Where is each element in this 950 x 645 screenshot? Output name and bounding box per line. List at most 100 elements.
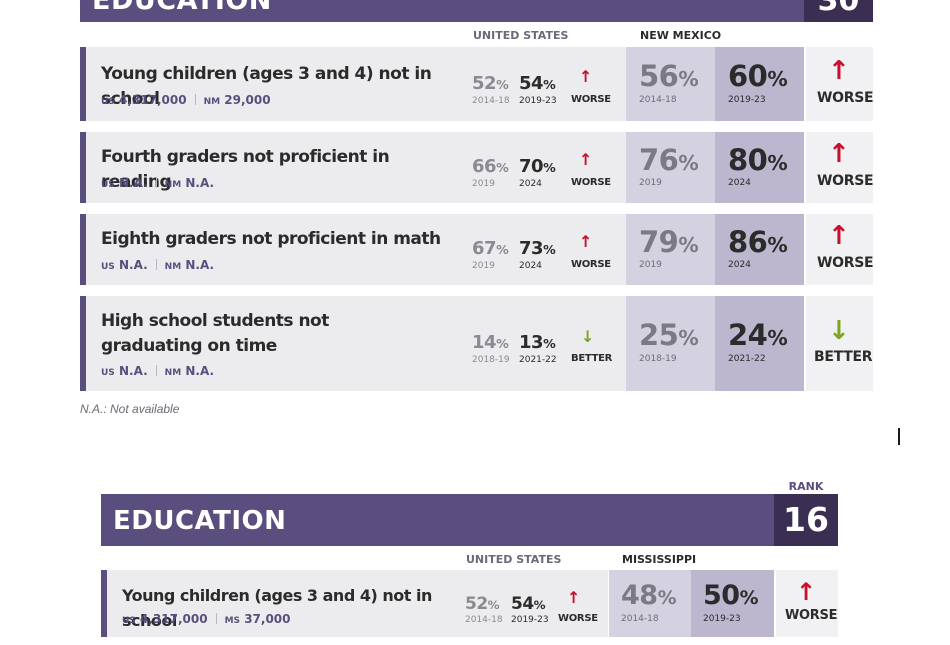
- us-trend-arrow-icon: ↑: [567, 588, 581, 607]
- indicator-counts: US 4,317,000 MS 37,000: [122, 612, 291, 626]
- state-trend-cell: ↑ WORSE: [806, 47, 874, 121]
- state-new-year: 2021-22: [728, 354, 766, 364]
- state-old-value: 79%: [639, 225, 699, 259]
- state-new-year: 2019-23: [703, 614, 741, 624]
- state-old-value: 76%: [639, 143, 699, 177]
- state-new-value: 60%: [728, 59, 788, 93]
- state-old-year: 2019: [639, 178, 662, 188]
- us-new-value: 73%: [519, 238, 556, 259]
- state-old-cell: 48% 2014-18: [609, 570, 691, 637]
- indicator-row: Fourth graders not proficient in reading…: [80, 132, 874, 203]
- state-new-value: 24%: [728, 318, 788, 352]
- us-new-year: 2019-23: [519, 96, 557, 106]
- state-trend-arrow-icon: ↓: [828, 316, 850, 346]
- state-new-cell: 60% 2019-23: [715, 47, 804, 121]
- state-trend-arrow-icon: ↑: [828, 139, 850, 169]
- us-count: N.A.: [118, 176, 148, 190]
- indicator-description: Eighth graders not proficient in math US…: [80, 214, 458, 285]
- indicator-row: Young children (ages 3 and 4) not in sch…: [101, 570, 838, 637]
- state-new-value: 80%: [728, 143, 788, 177]
- state-old-cell: 25% 2018-19: [626, 296, 715, 391]
- state-old-year: 2019: [639, 260, 662, 270]
- us-values: 52% 2014-18 54% 2019-23 ↑ WORSE: [453, 570, 608, 637]
- state-trend-label: WORSE: [817, 255, 874, 271]
- us-new-value: 54%: [511, 594, 546, 614]
- us-new-year: 2019-23: [511, 615, 549, 625]
- rank-box: 30: [804, 0, 873, 22]
- indicator-title: Fourth graders not proficient in reading: [101, 147, 390, 192]
- us-new-value: 54%: [519, 73, 556, 94]
- indicator-counts: US N.A. NM N.A.: [101, 258, 215, 272]
- us-old-value: 67%: [472, 238, 509, 259]
- indicator-title: Eighth graders not proficient in math: [101, 229, 441, 249]
- state-old-cell: 79% 2019: [626, 214, 715, 285]
- state-trend-label: WORSE: [817, 173, 874, 189]
- indicator-row: Eighth graders not proficient in math US…: [80, 214, 874, 285]
- indicator-description: Young children (ages 3 and 4) not in sch…: [101, 570, 453, 637]
- indicator-title: High school students not: [101, 311, 329, 331]
- rank-label: RANK: [788, 480, 824, 493]
- us-new-year: 2024: [519, 179, 542, 189]
- us-values: 14% 2018-19 13% 2021-22 ↓ BETTER: [458, 296, 626, 391]
- indicator-description: High school students not graduating on t…: [80, 296, 458, 391]
- state-new-cell: 86% 2024: [715, 214, 804, 285]
- state-trend-label: WORSE: [817, 90, 874, 106]
- us-old-year: 2019: [472, 261, 495, 271]
- us-trend-arrow-icon: ↑: [579, 232, 593, 251]
- state-new-cell: 24% 2021-22: [715, 296, 804, 391]
- footnote: N.A.: Not available: [80, 402, 180, 416]
- us-values: 67% 2019 73% 2024 ↑ WORSE: [458, 214, 626, 285]
- indicator-row: High school students not graduating on t…: [80, 296, 873, 391]
- indicator-counts: US N.A. NM N.A.: [101, 176, 215, 190]
- state-new-cell: 80% 2024: [715, 132, 804, 203]
- indicator-counts: US 4,317,000 NM 29,000: [101, 93, 271, 107]
- state-trend-arrow-icon: ↑: [828, 221, 850, 251]
- us-old-year: 2018-19: [472, 355, 510, 365]
- state-new-year: 2024: [728, 178, 751, 188]
- us-new-value: 13%: [519, 332, 556, 353]
- us-values: 66% 2019 70% 2024 ↑ WORSE: [458, 132, 626, 203]
- state-old-value: 48%: [621, 580, 677, 611]
- us-old-year: 2014-18: [472, 96, 510, 106]
- state-count: N.A.: [185, 364, 215, 378]
- state-count: N.A.: [185, 176, 215, 190]
- us-trend-label: WORSE: [571, 177, 611, 188]
- us-count: 4,317,000: [118, 93, 187, 107]
- us-old-value: 52%: [472, 73, 509, 94]
- us-old-year: 2014-18: [465, 615, 503, 625]
- state-trend-cell: ↑ WORSE: [806, 214, 874, 285]
- state-new-value: 50%: [703, 580, 759, 611]
- rank-value: 30: [817, 0, 860, 18]
- us-column-label: UNITED STATES: [473, 29, 569, 42]
- education-header-bar: EDUCATION: [80, 0, 804, 22]
- indicator-title: Young children (ages 3 and 4) not in sch…: [101, 64, 432, 109]
- us-trend-arrow-icon: ↑: [579, 150, 593, 169]
- state-new-year: 2024: [728, 260, 751, 270]
- us-trend-arrow-icon: ↑: [579, 67, 593, 86]
- state-count: 29,000: [224, 93, 271, 107]
- state-old-cell: 56% 2014-18: [626, 47, 715, 121]
- us-new-value: 70%: [519, 156, 556, 177]
- us-old-value: 66%: [472, 156, 509, 177]
- state-column-label: MISSISSIPPI: [622, 553, 697, 566]
- indicator-counts: US N.A. NM N.A.: [101, 364, 215, 378]
- text-cursor: [898, 428, 900, 445]
- state-trend-arrow-icon: ↑: [796, 578, 817, 606]
- us-new-year: 2024: [519, 261, 542, 271]
- us-old-value: 52%: [465, 594, 500, 614]
- education-header-bar: EDUCATION: [101, 494, 774, 546]
- state-count: 37,000: [244, 612, 291, 626]
- indicator-description: Young children (ages 3 and 4) not in sch…: [80, 47, 458, 121]
- state-trend-arrow-icon: ↑: [828, 56, 850, 86]
- us-trend-label: WORSE: [558, 613, 598, 624]
- us-old-year: 2019: [472, 179, 495, 189]
- state-trend-label: BETTER: [814, 349, 873, 365]
- state-new-year: 2019-23: [728, 95, 766, 105]
- us-new-year: 2021-22: [519, 355, 557, 365]
- indicator-title-line2: graduating on time: [101, 336, 277, 356]
- state-trend-label: WORSE: [785, 608, 838, 623]
- state-trend-cell: ↑ WORSE: [776, 570, 838, 637]
- state-old-year: 2018-19: [639, 354, 677, 364]
- us-trend-arrow-icon: ↓: [581, 327, 595, 346]
- state-new-value: 86%: [728, 225, 788, 259]
